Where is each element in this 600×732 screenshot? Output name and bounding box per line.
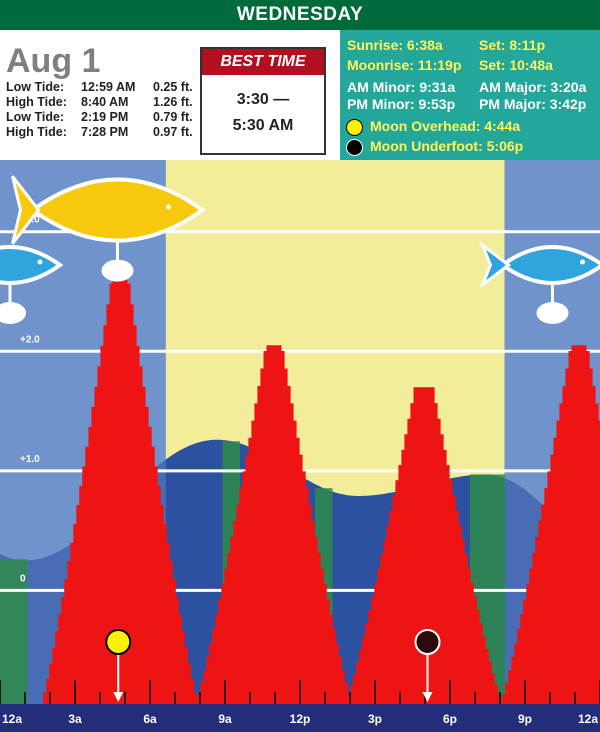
tide-type: Low Tide: [6, 80, 65, 94]
moon-marker-arrow [422, 692, 433, 702]
tide-row: Low Tide: 2:19 PM 0.79 ft. [6, 110, 193, 125]
moon-overhead-icon [346, 119, 363, 136]
major-period-fish-icon [11, 175, 206, 282]
day-banner: WEDNESDAY [0, 0, 600, 30]
y-tick-label: +2.0 [20, 334, 40, 345]
fish-body [499, 245, 600, 285]
am-major-label: AM Major: 3:20a [479, 79, 587, 95]
moon-underfoot-marker [414, 629, 441, 655]
fish-bobber [0, 302, 26, 324]
tide-row: High Tide: 7:28 PM 0.97 ft. [6, 125, 193, 140]
fish-eye [166, 204, 171, 210]
moonrise-label: Moonrise: 11:19p [347, 57, 462, 73]
tide-height: 1.26 ft. [153, 95, 193, 109]
fish-tail [479, 240, 511, 290]
tide-type: High Tide: [6, 95, 67, 109]
activity-peak [344, 387, 504, 704]
best-time-end: 5:30 AM [232, 117, 294, 134]
x-tick-label: 6a [143, 712, 157, 726]
activity-peak [499, 345, 600, 704]
pm-major-label: PM Major: 3:42p [479, 96, 587, 112]
sunrise-label: Sunrise: 6:38a [347, 37, 443, 53]
tide-height: 0.25 ft. [153, 80, 193, 94]
fish-bobber [536, 302, 569, 324]
tide-type: High Tide: [6, 125, 67, 139]
tide-row: Low Tide: 12:59 AM 0.25 ft. [6, 80, 193, 95]
sunset-label: Set: 8:11p [479, 37, 546, 53]
best-time-start: 3:30 — [236, 91, 290, 108]
moon-underfoot-icon [346, 139, 363, 156]
moon-marker-arrow [113, 692, 124, 702]
y-tick-label: 0 [20, 573, 26, 584]
tide-time: 8:40 AM [81, 95, 129, 109]
moon-overhead-marker [105, 629, 132, 655]
activity-peak [194, 345, 354, 704]
activity-peak [40, 267, 200, 704]
moonset-label: Set: 10:48a [479, 57, 553, 73]
fish-eye [37, 259, 43, 265]
moon-underfoot-label: Moon Underfoot: 5:06p [370, 138, 524, 154]
tide-height: 0.97 ft. [153, 125, 193, 139]
fish-bobber [101, 259, 134, 282]
x-tick-label: 3a [68, 712, 82, 726]
x-tick-label: 3p [368, 712, 382, 726]
fish-tail [11, 175, 41, 245]
fish-body [29, 177, 206, 243]
y-tick-label: +1.0 [20, 454, 40, 465]
tide-green-band [0, 559, 28, 704]
tide-time: 12:59 AM [81, 80, 136, 94]
tide-row: High Tide: 8:40 AM 1.26 ft. [6, 95, 193, 110]
x-tick-label: 12a [2, 712, 22, 726]
minor-period-fish-icon [479, 240, 600, 324]
sun-moon-panel [340, 30, 600, 160]
tide-time: 2:19 PM [81, 110, 129, 124]
x-tick-label: 12p [290, 712, 311, 726]
pm-minor-label: PM Minor: 9:53p [347, 96, 456, 112]
tide-table: Low Tide: 12:59 AM 0.25 ft. High Tide: 8… [6, 80, 193, 140]
x-tick-label: 9a [218, 712, 232, 726]
tide-time: 7:28 PM [81, 125, 129, 139]
x-tick-label: 12a [578, 712, 598, 726]
x-tick-label: 9p [518, 712, 532, 726]
fish-body [0, 245, 64, 285]
fish-eye [580, 259, 585, 265]
best-time-box: BEST TIME 3:30 — 5:30 AM [200, 47, 326, 155]
am-minor-label: AM Minor: 9:31a [347, 79, 456, 95]
tide-type: Low Tide: [6, 110, 65, 124]
minor-period-fish-icon [0, 245, 64, 324]
date-label: Aug 1 [6, 42, 101, 80]
best-time-heading: BEST TIME [202, 49, 324, 75]
x-tick-label: 6p [443, 712, 457, 726]
moon-overhead-label: Moon Overhead: 4:44a [370, 118, 521, 134]
time-axis-bar [0, 704, 600, 732]
tide-height: 0.79 ft. [153, 110, 193, 124]
